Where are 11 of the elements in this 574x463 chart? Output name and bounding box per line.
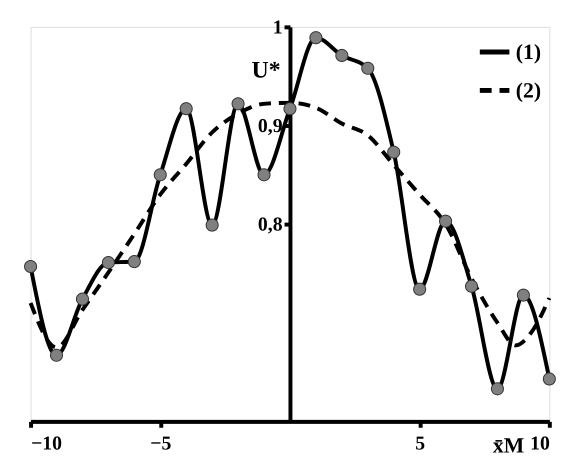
y-tick-label: 1 (272, 16, 283, 38)
y-tick-label: 0,9 (258, 114, 283, 137)
x-tick-label: 5 (415, 432, 426, 454)
y-axis-title: U* (252, 58, 281, 84)
x-tick-label: −10 (31, 432, 62, 454)
x-tick-label: −5 (150, 432, 172, 454)
x-axis-title: x̄M (492, 433, 524, 458)
legend-label: (2) (516, 78, 542, 102)
x-tick-label: 10 (530, 432, 550, 454)
y-tick-label: 0,8 (258, 214, 283, 236)
legend-label: (1) (516, 40, 542, 64)
